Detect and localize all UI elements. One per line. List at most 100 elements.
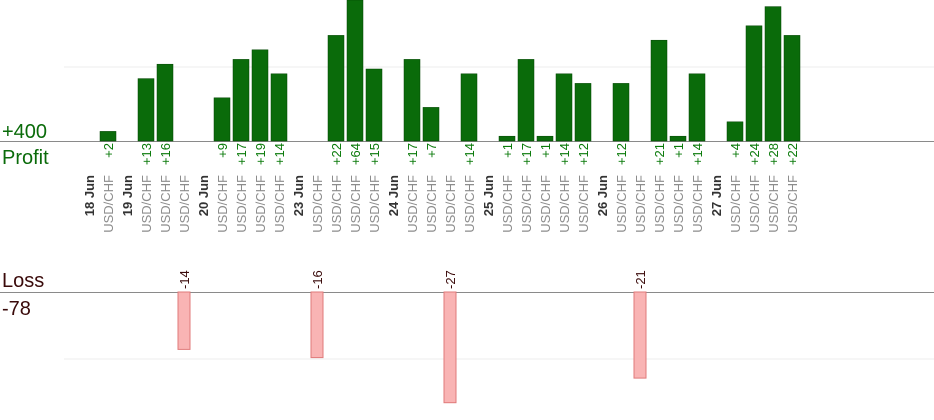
chart-text: +400 Profit Loss -78 (2, 121, 49, 320)
loss-bar (310, 291, 324, 359)
profit-value-label: +1 (500, 143, 515, 158)
profit-bar (536, 135, 554, 142)
date-label: 27 Jun (709, 175, 724, 216)
profit-bar (555, 73, 573, 142)
profit-bar (156, 63, 174, 142)
profit-bar (99, 131, 117, 142)
profit-value-label: +15 (367, 143, 382, 165)
pair-label: USD/CHF (424, 175, 439, 233)
profit-value-label: +9 (215, 143, 230, 158)
profit-bar (612, 83, 630, 142)
loss-value-label: -27 (443, 270, 458, 289)
profit-scale-label: +400 (2, 121, 47, 143)
profit-bar (650, 39, 668, 142)
profit-bar (460, 73, 478, 142)
pair-label: USD/CHF (766, 175, 781, 233)
profit-value-label: +14 (462, 143, 477, 165)
profit-value-label: +2 (101, 143, 116, 158)
pair-label: USD/CHF (348, 175, 363, 233)
profit-value-label: +28 (766, 143, 781, 165)
profit-value-label: +14 (690, 143, 705, 165)
pair-label: USD/CHF (671, 175, 686, 233)
profit-bar (365, 68, 383, 142)
profit-value-label: +24 (747, 143, 762, 165)
profit-label: Profit (2, 147, 49, 169)
profit-value-label: +22 (329, 143, 344, 165)
profit-bar (764, 6, 782, 142)
pair-label: USD/CHF (538, 175, 553, 233)
date-label: 23 Jun (291, 175, 306, 216)
profit-value-label: +13 (139, 143, 154, 165)
profit-value-label: +22 (785, 143, 800, 165)
profit-bar (403, 59, 421, 142)
profit-value-label: +12 (576, 143, 591, 165)
loss-bar (177, 291, 191, 350)
profit-value-label: +14 (272, 143, 287, 165)
profit-value-label: +12 (614, 143, 629, 165)
profit-bar (251, 49, 269, 142)
profit-bar (137, 78, 155, 142)
loss-bar (633, 291, 647, 379)
profit-bar (270, 73, 288, 142)
profit-value-label: +64 (348, 143, 363, 165)
profit-bar (688, 73, 706, 142)
pair-label: USD/CHF (272, 175, 287, 233)
loss-value-label: -21 (633, 270, 648, 289)
date-label: 19 Jun (120, 175, 135, 216)
profit-value-label: +1 (538, 143, 553, 158)
profit-bar (498, 135, 516, 142)
date-label: 24 Jun (386, 175, 401, 216)
date-label: 26 Jun (595, 175, 610, 216)
pair-label: USD/CHF (747, 175, 762, 233)
loss-label: Loss (2, 270, 44, 292)
profit-bar (327, 35, 345, 142)
date-label: 25 Jun (481, 175, 496, 216)
profit-bar (346, 0, 364, 142)
profit-bar (726, 121, 744, 142)
profit-bar (745, 25, 763, 142)
profit-value-label: +17 (519, 143, 534, 165)
pair-label: USD/CHF (576, 175, 591, 233)
pair-label: USD/CHF (652, 175, 667, 233)
pair-label: USD/CHF (177, 175, 192, 233)
pair-label: USD/CHF (310, 175, 325, 233)
pair-label: USD/CHF (462, 175, 477, 233)
profit-value-label: +14 (557, 143, 572, 165)
date-label: 18 Jun (82, 175, 97, 216)
profit-value-label: +7 (424, 143, 439, 158)
pair-label: USD/CHF (690, 175, 705, 233)
pair-label: USD/CHF (557, 175, 572, 233)
profit-bar (232, 59, 250, 142)
pair-label: USD/CHF (785, 175, 800, 233)
profit-value-label: +19 (253, 143, 268, 165)
profit-bar (574, 83, 592, 142)
loss-bar (443, 291, 457, 404)
pair-label: USD/CHF (367, 175, 382, 233)
chart-bars (99, 0, 801, 404)
pair-label: USD/CHF (405, 175, 420, 233)
loss-value-label: -16 (310, 270, 325, 289)
profit-value-label: +21 (652, 143, 667, 165)
profit-bar (669, 135, 687, 142)
pair-label: USD/CHF (728, 175, 743, 233)
pair-label: USD/CHF (234, 175, 249, 233)
profit-value-label: +17 (234, 143, 249, 165)
profit-bar (422, 107, 440, 142)
pair-label: USD/CHF (500, 175, 515, 233)
profit-value-label: +4 (728, 143, 743, 158)
profit-value-label: +16 (158, 143, 173, 165)
pair-label: USD/CHF (329, 175, 344, 233)
profit-bar (517, 59, 535, 142)
profit-value-label: +17 (405, 143, 420, 165)
pair-label: USD/CHF (253, 175, 268, 233)
loss-value-label: -14 (177, 270, 192, 289)
pair-label: USD/CHF (215, 175, 230, 233)
profit-bar (783, 35, 801, 142)
pair-label: USD/CHF (101, 175, 116, 233)
profit-value-label: +1 (671, 143, 686, 158)
loss-scale-label: -78 (2, 298, 31, 320)
profit-bar (213, 97, 231, 142)
pair-label: USD/CHF (443, 175, 458, 233)
pair-label: USD/CHF (139, 175, 154, 233)
